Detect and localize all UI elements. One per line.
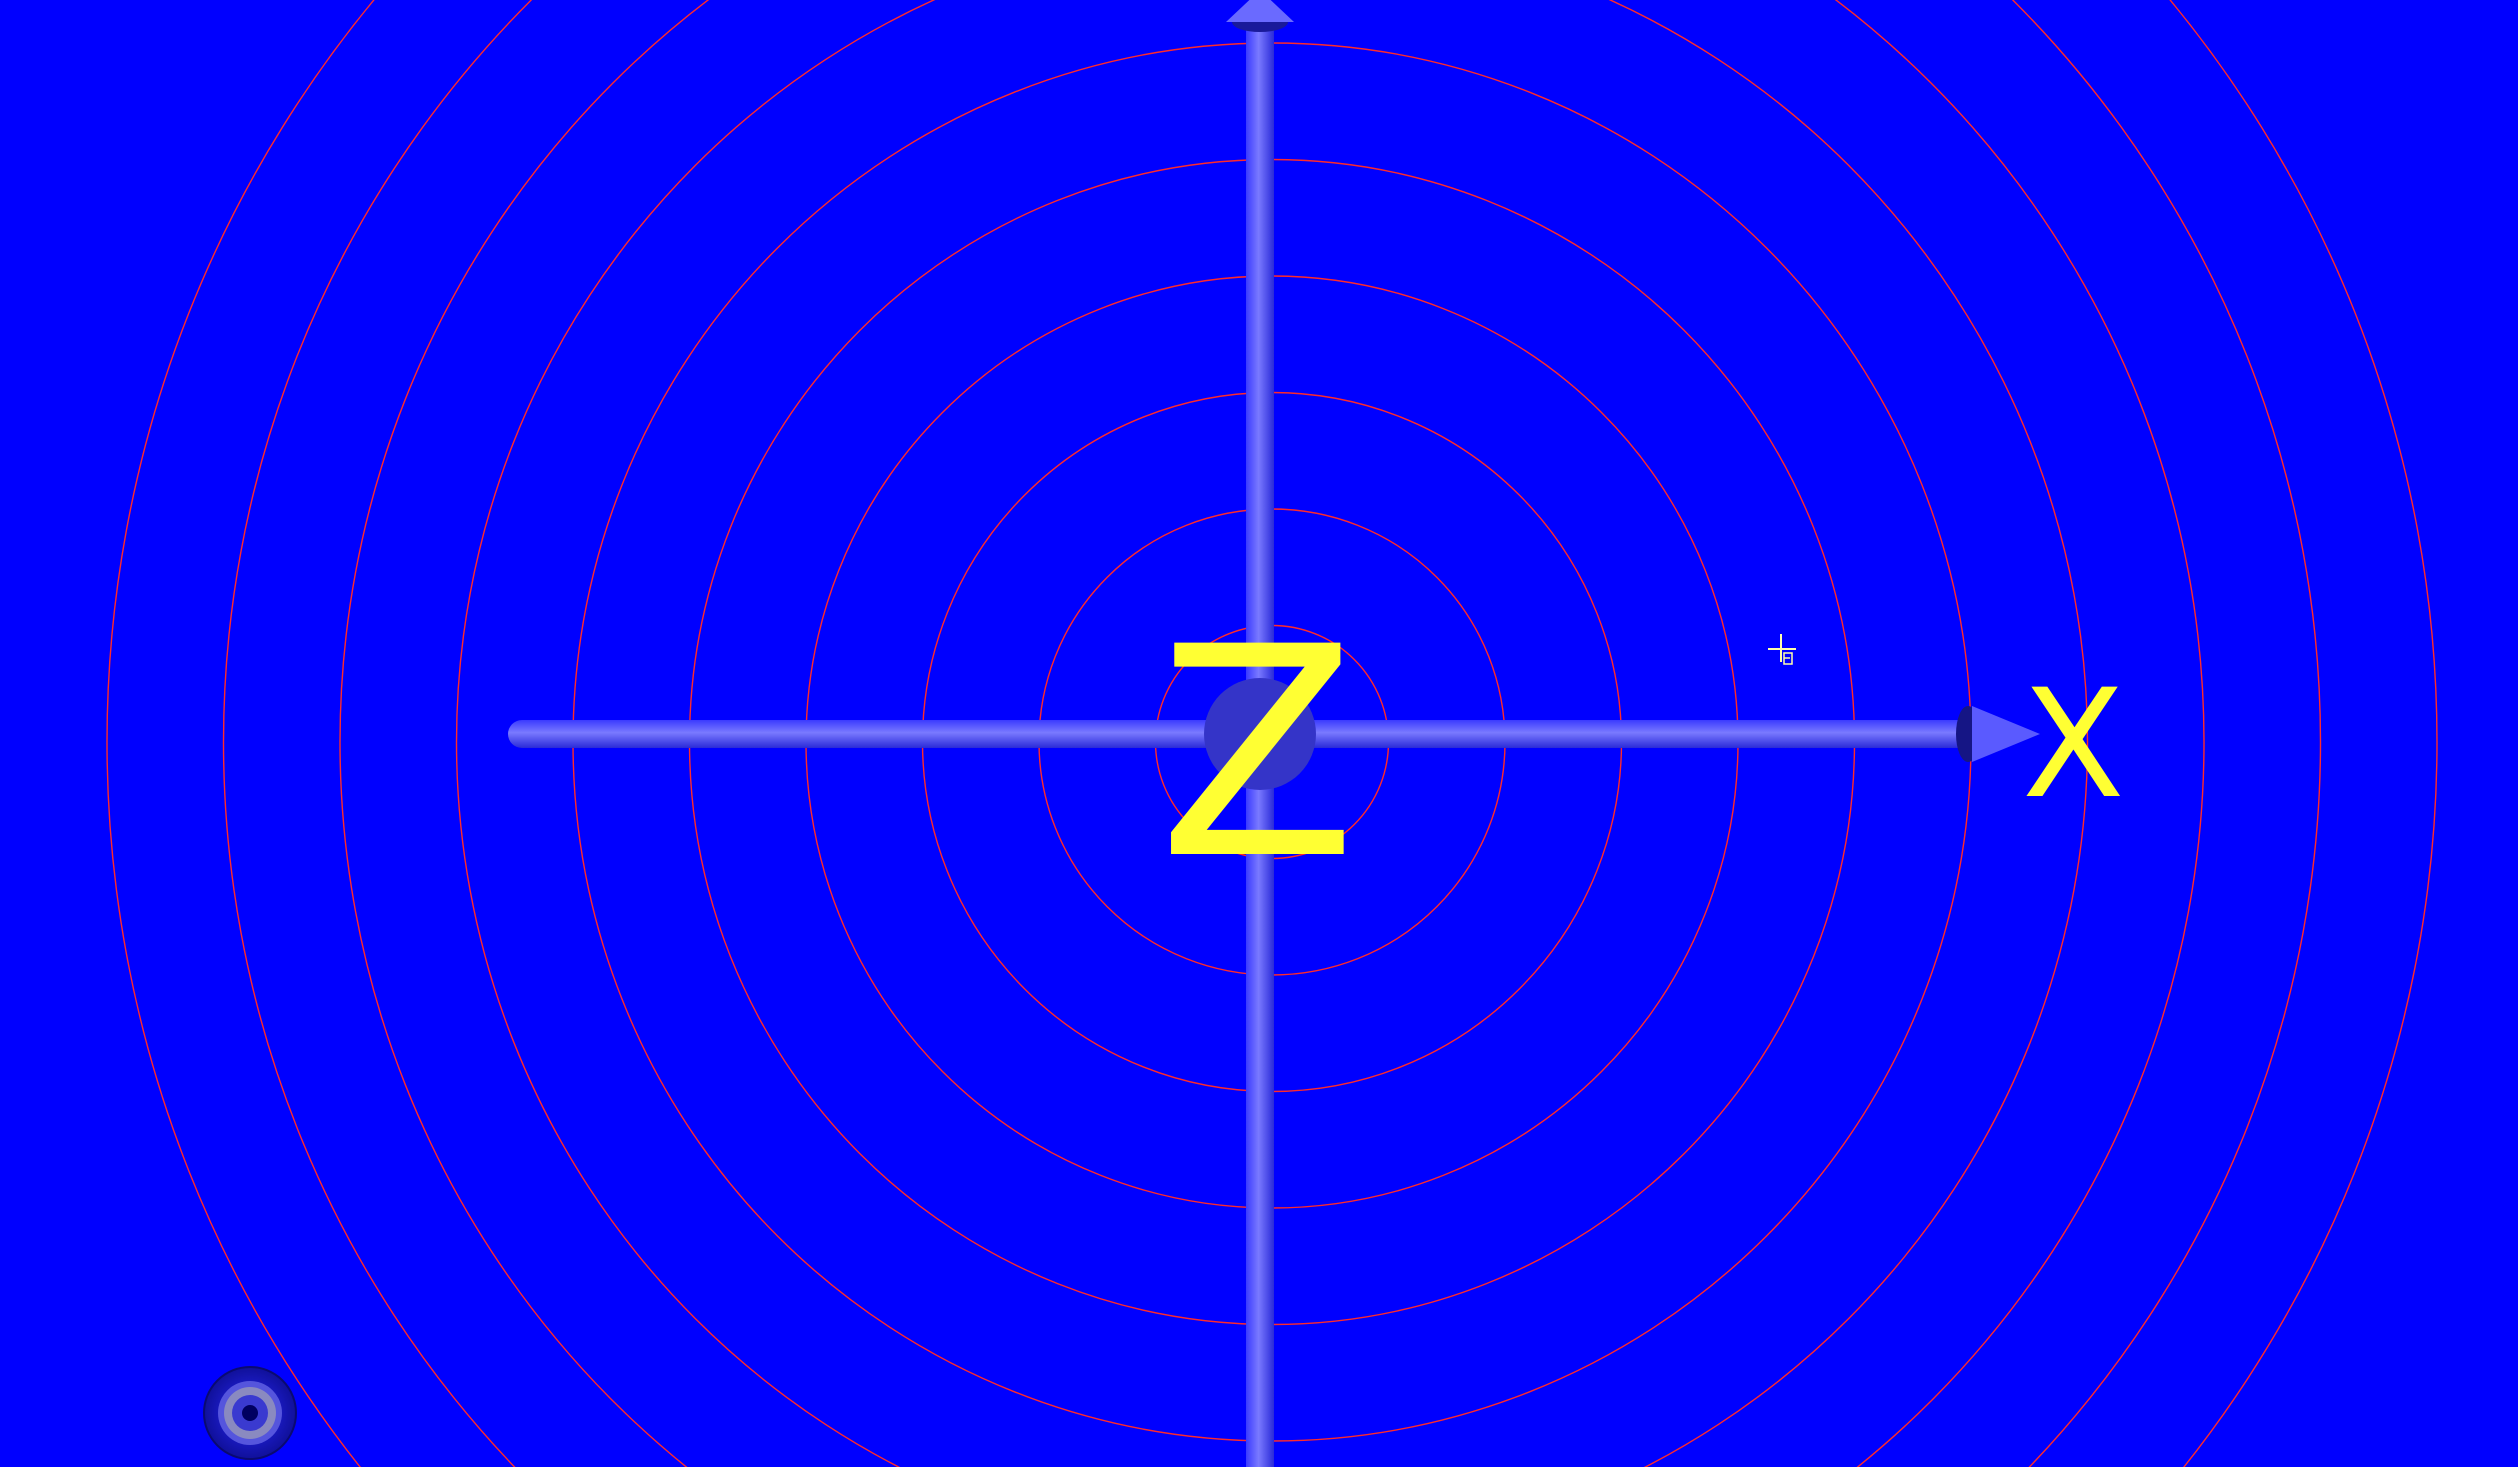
crosshair-cursor-icon [1766,634,1800,668]
grid-ring [339,0,2205,1467]
grid-ring [106,0,2438,1467]
view-navigation-icon[interactable] [202,1365,298,1461]
z-axis-label: Z [1158,586,1357,923]
grid-ring [456,0,2088,1467]
x-axis-label: X [2022,658,2125,832]
origin-sphere[interactable] [1204,678,1316,790]
grid-ring [223,0,2321,1467]
